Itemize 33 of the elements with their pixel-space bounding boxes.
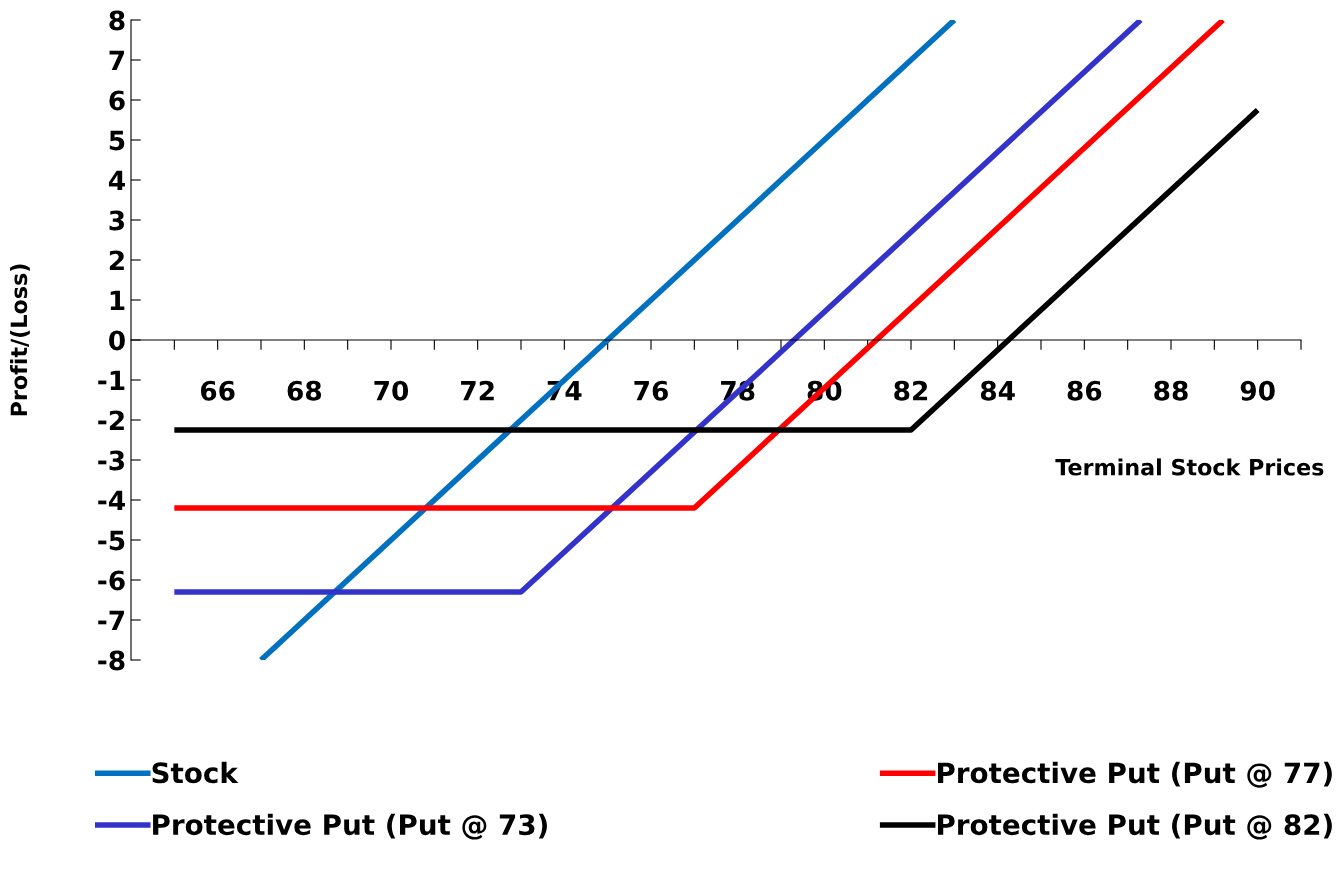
x-axis-title: Terminal Stock Prices	[1055, 458, 1324, 476]
legend-label: Stock	[152, 761, 239, 784]
y-tick-label: -7	[98, 610, 125, 631]
y-tick-label: 8	[109, 10, 125, 31]
x-tick-label: 72	[461, 380, 494, 401]
y-tick-label: -4	[98, 490, 125, 511]
y-tick-label: 0	[109, 330, 125, 351]
y-tick-label: 4	[108, 170, 125, 191]
x-tick-label: 70	[374, 380, 409, 401]
y-tick-label: -3	[98, 450, 125, 471]
y-tick-label: 2	[109, 250, 124, 271]
y-tick-label: -2	[98, 410, 124, 431]
y-tick-label: -8	[98, 650, 125, 671]
y-tick-label: -1	[98, 370, 125, 391]
y-axis-title: Profit/(Loss)	[10, 264, 30, 416]
x-tick-label: 66	[200, 380, 235, 401]
y-tick-label: 3	[109, 210, 125, 231]
y-tick-label: 6	[109, 90, 125, 111]
y-tick-label: -6	[98, 570, 125, 591]
y-tick-label: -5	[98, 530, 125, 551]
y-tick-label: 7	[109, 50, 125, 71]
x-tick-label: 68	[287, 380, 322, 401]
legend-label: Protective Put (Put @ 77)	[938, 761, 1332, 788]
x-tick-label: 84	[980, 380, 1015, 401]
legend-label: Protective Put (Put @ 73)	[153, 813, 547, 840]
x-tick-label: 86	[1067, 380, 1102, 401]
y-tick-label: 5	[109, 130, 125, 151]
y-tick-label: 1	[110, 290, 125, 311]
x-tick-label: 90	[1240, 380, 1275, 401]
legend-label: Protective Put (Put @ 82)	[938, 813, 1332, 840]
x-tick-label: 76	[634, 380, 668, 401]
x-tick-label: 88	[1154, 380, 1188, 401]
x-tick-label: 82	[894, 380, 928, 401]
